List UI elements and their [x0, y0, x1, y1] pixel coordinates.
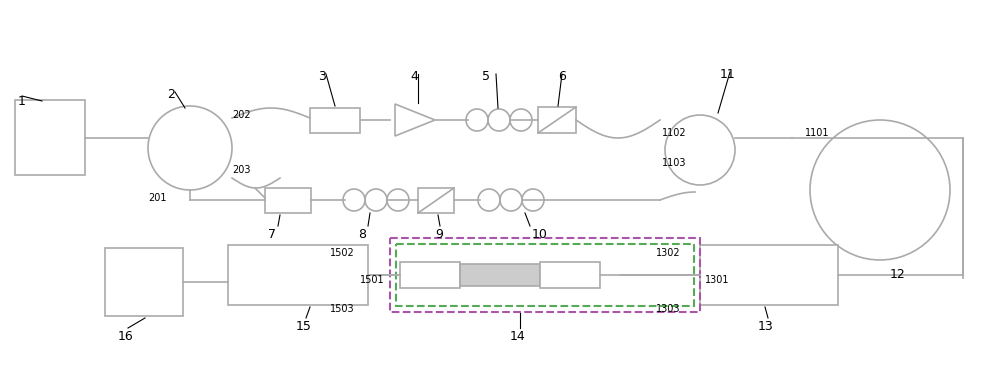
Text: 11: 11	[720, 68, 736, 81]
Text: 9: 9	[435, 228, 443, 241]
Text: 2: 2	[167, 88, 175, 101]
Text: 202: 202	[232, 110, 251, 120]
Text: 1103: 1103	[662, 158, 686, 168]
Text: 8: 8	[358, 228, 366, 241]
Bar	[265, 188, 311, 213]
Text: 6: 6	[558, 70, 566, 83]
Text: 13: 13	[758, 320, 774, 333]
Bar	[700, 245, 838, 305]
Text: 16: 16	[118, 330, 134, 343]
Bar	[418, 188, 454, 213]
Text: 1303: 1303	[656, 304, 680, 314]
Bar	[105, 248, 183, 316]
Text: 5: 5	[482, 70, 490, 83]
Text: 12: 12	[890, 268, 906, 281]
Text: 203: 203	[232, 165, 250, 175]
Text: 15: 15	[296, 320, 312, 333]
Bar	[538, 107, 576, 133]
Bar	[460, 264, 540, 286]
Ellipse shape	[148, 106, 232, 190]
Bar	[310, 108, 360, 133]
Bar	[400, 262, 460, 288]
Text: 7: 7	[268, 228, 276, 241]
Bar	[228, 245, 368, 305]
Bar	[540, 262, 600, 288]
Text: 3: 3	[318, 70, 326, 83]
Bar	[15, 100, 85, 175]
Bar	[390, 238, 700, 312]
Ellipse shape	[665, 115, 735, 185]
Text: 1301: 1301	[705, 275, 730, 285]
Text: 1: 1	[18, 95, 26, 108]
Text: 10: 10	[532, 228, 548, 241]
Text: 1101: 1101	[805, 128, 830, 138]
Text: 4: 4	[410, 70, 418, 83]
Text: 1302: 1302	[656, 248, 681, 258]
Text: 1502: 1502	[330, 248, 355, 258]
Text: 201: 201	[148, 193, 166, 203]
Text: 1501: 1501	[360, 275, 385, 285]
Bar	[396, 244, 694, 306]
Text: 14: 14	[510, 330, 526, 343]
Text: 1102: 1102	[662, 128, 687, 138]
Text: 1503: 1503	[330, 304, 355, 314]
